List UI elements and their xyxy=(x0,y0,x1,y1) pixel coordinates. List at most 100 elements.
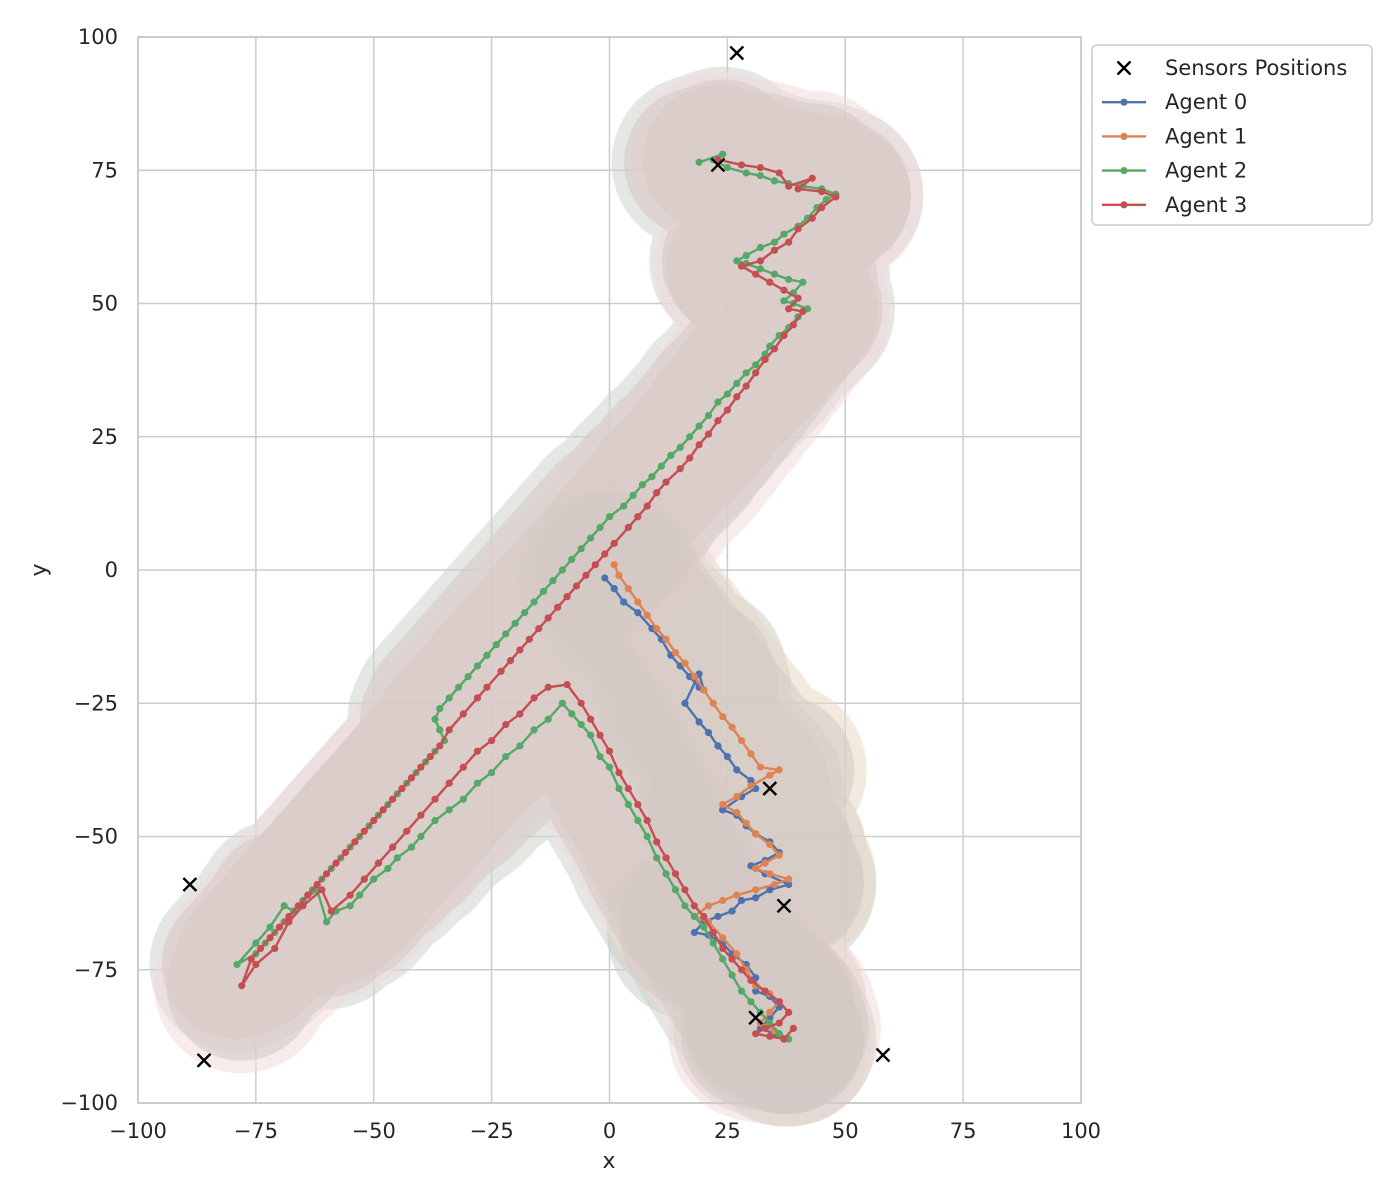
sensor-x-stroke xyxy=(182,877,198,892)
sensor-x-stroke xyxy=(196,1053,212,1068)
data-point xyxy=(370,875,378,883)
data-point xyxy=(431,795,439,803)
data-point xyxy=(752,830,760,838)
data-point xyxy=(304,891,312,899)
data-point xyxy=(761,987,769,995)
data-point xyxy=(360,827,368,835)
data-point xyxy=(502,720,510,729)
data-point xyxy=(794,185,802,193)
data-point xyxy=(568,555,576,563)
data-point xyxy=(436,726,444,734)
data-point xyxy=(719,955,727,963)
data-point xyxy=(662,478,670,486)
data-point xyxy=(723,752,731,761)
data-point xyxy=(634,609,642,617)
data-point xyxy=(794,294,802,302)
data-point xyxy=(497,667,505,675)
data-point xyxy=(671,870,680,878)
data-point xyxy=(360,875,368,883)
data-point xyxy=(766,886,774,894)
data-point xyxy=(775,766,783,774)
sensor-marker xyxy=(762,781,778,796)
data-point xyxy=(704,411,713,420)
data-point xyxy=(789,321,797,329)
sensor-marker xyxy=(729,45,745,61)
data-point xyxy=(653,854,661,862)
data-point xyxy=(431,715,439,723)
data-point xyxy=(643,611,651,619)
sensor-marker xyxy=(748,1010,764,1026)
data-point xyxy=(737,736,746,745)
data-point xyxy=(624,585,632,593)
plot-frame xyxy=(137,36,1082,1104)
data-point xyxy=(747,750,755,758)
data-point xyxy=(690,928,698,937)
data-point xyxy=(728,907,736,915)
data-point xyxy=(681,902,689,910)
tick-labels: −100 −75 −50 −25 0 25 50 75 100 −100 −75 −50 −25 0 25 5… xyxy=(60,25,1101,1143)
data-point xyxy=(601,574,609,582)
data-point xyxy=(737,161,746,169)
x-axis-label: x xyxy=(602,1149,615,1174)
data-point xyxy=(794,225,802,233)
data-point xyxy=(719,934,727,942)
data-point xyxy=(233,960,241,969)
data-point xyxy=(544,614,552,622)
data-point xyxy=(742,369,750,377)
legend-entry: Agent 1 xyxy=(1102,124,1247,148)
data-point xyxy=(770,246,779,254)
data-point xyxy=(516,646,524,654)
data-point xyxy=(719,150,727,158)
sensor-markers xyxy=(182,45,891,1068)
data-point xyxy=(407,843,416,851)
data-point xyxy=(530,694,538,702)
legend-entry: Agent 0 xyxy=(1102,90,1247,114)
data-point xyxy=(252,960,260,969)
data-point xyxy=(756,163,764,172)
data-point xyxy=(728,955,736,963)
data-point xyxy=(780,1035,788,1043)
data-point xyxy=(742,819,750,827)
data-point xyxy=(766,1032,774,1040)
data-point xyxy=(615,784,623,793)
data-point xyxy=(643,832,651,841)
data-point xyxy=(742,382,750,390)
data-point xyxy=(638,481,647,489)
sensor-marker xyxy=(196,1053,212,1068)
data-point xyxy=(417,763,425,771)
data-point xyxy=(789,1024,797,1032)
x-tick-label: 0 xyxy=(603,1119,616,1143)
data-point xyxy=(398,784,406,793)
data-point xyxy=(671,886,680,894)
data-point xyxy=(511,619,519,627)
data-point xyxy=(719,896,727,905)
sensor-x-stroke xyxy=(748,1010,764,1026)
y-tick-label: 100 xyxy=(78,25,118,49)
data-point xyxy=(681,886,689,894)
data-point xyxy=(544,715,552,723)
data-point xyxy=(554,603,562,611)
data-point xyxy=(605,513,614,521)
data-point xyxy=(459,795,467,803)
data-point xyxy=(615,571,623,579)
data-point xyxy=(690,673,698,681)
data-point xyxy=(761,355,769,364)
data-point xyxy=(530,726,538,734)
data-point xyxy=(676,443,684,452)
data-point xyxy=(488,768,496,777)
data-point xyxy=(459,710,467,718)
sensor-marker xyxy=(776,898,792,914)
data-point xyxy=(521,609,529,617)
data-point xyxy=(318,886,326,894)
sensor-marker xyxy=(182,877,198,892)
data-point xyxy=(799,278,807,286)
data-point xyxy=(299,902,307,910)
data-point xyxy=(610,585,618,593)
data-point xyxy=(502,752,510,761)
data-point xyxy=(770,177,779,185)
data-point xyxy=(657,462,665,470)
data-point xyxy=(733,950,741,958)
data-point xyxy=(502,630,510,638)
data-point xyxy=(577,699,585,707)
